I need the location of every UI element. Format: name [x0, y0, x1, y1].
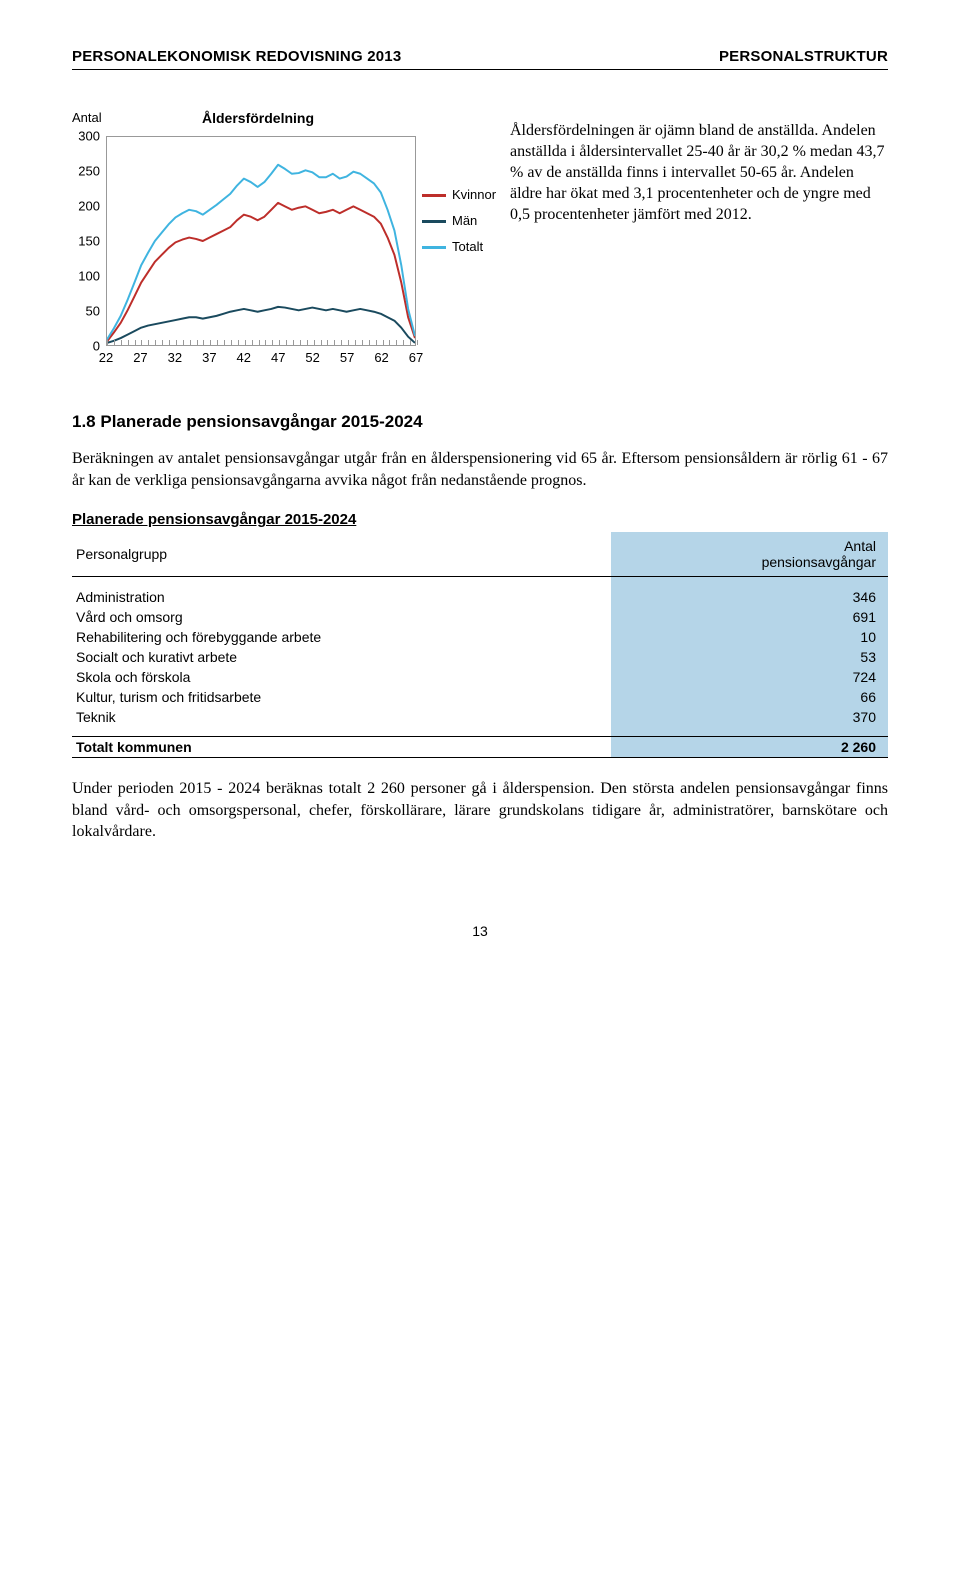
legend-swatch-man [422, 220, 446, 223]
legend-item-man: Män [422, 208, 496, 234]
legend-item-kvinnor: Kvinnor [422, 182, 496, 208]
legend-item-totalt: Totalt [422, 234, 496, 260]
table-col-value: Antal pensionsavgångar [611, 532, 888, 577]
table-total-value: 2 260 [611, 737, 888, 758]
x-tick-label: 67 [409, 350, 423, 365]
legend-label-man: Män [452, 208, 477, 234]
table-cell-label: Skola och förskola [72, 667, 611, 687]
section-heading: 1.8 Planerade pensionsavgångar 2015-2024 [72, 412, 888, 432]
table-row: Rehabilitering och förebyggande arbete10 [72, 627, 888, 647]
table-row: Skola och förskola724 [72, 667, 888, 687]
y-tick-label: 250 [78, 164, 100, 179]
x-tick-label: 62 [374, 350, 388, 365]
legend-swatch-kvinnor [422, 194, 446, 197]
table-col-value-line2: pensionsavgångar [762, 554, 876, 570]
series-totalt [107, 165, 415, 340]
x-tick-label: 27 [133, 350, 147, 365]
table-row: Administration346 [72, 587, 888, 607]
table-total-row: Totalt kommunen2 260 [72, 737, 888, 758]
header-left: PERSONALEKONOMISK REDOVISNING 2013 [72, 48, 401, 65]
table-cell-label: Kultur, turism och fritidsarbete [72, 687, 611, 707]
series-män [107, 307, 415, 343]
x-tick-label: 47 [271, 350, 285, 365]
table-cell-value: 346 [611, 587, 888, 607]
x-tick-label: 37 [202, 350, 216, 365]
chart-title: Åldersfördelning [202, 110, 314, 126]
table-cell-value: 691 [611, 607, 888, 627]
legend-label-kvinnor: Kvinnor [452, 182, 496, 208]
table-cell-label: Teknik [72, 707, 611, 727]
table-cell-value: 370 [611, 707, 888, 727]
table-cell-label: Vård och omsorg [72, 607, 611, 627]
table-row: Kultur, turism och fritidsarbete66 [72, 687, 888, 707]
x-tick-label: 32 [168, 350, 182, 365]
chart-y-axis-label: Antal [72, 110, 102, 125]
table-cell-label: Socialt och kurativt arbete [72, 647, 611, 667]
chart-y-ticks: 050100150200250300 [72, 136, 106, 346]
table-cell-value: 53 [611, 647, 888, 667]
page-number: 13 [72, 923, 888, 939]
table-col-label: Personalgrupp [72, 532, 611, 577]
chart-area: 050100150200250300 22273237424752576267 [72, 136, 492, 384]
page-header: PERSONALEKONOMISK REDOVISNING 2013 PERSO… [72, 48, 888, 70]
table-cell-value: 10 [611, 627, 888, 647]
y-tick-label: 300 [78, 129, 100, 144]
chart-plot [106, 136, 416, 346]
table-title: Planerade pensionsavgångar 2015-2024 [72, 511, 888, 528]
x-tick-label: 22 [99, 350, 113, 365]
x-tick-label: 52 [305, 350, 319, 365]
x-tick-label: 57 [340, 350, 354, 365]
legend-label-totalt: Totalt [452, 234, 483, 260]
table-total-label: Totalt kommunen [72, 737, 611, 758]
side-paragraph: Åldersfördelningen är ojämn bland de ans… [510, 114, 888, 384]
header-right: PERSONALSTRUKTUR [719, 48, 888, 65]
paragraph-2: Under perioden 2015 - 2024 beräknas tota… [72, 778, 888, 843]
table-row: Socialt och kurativt arbete53 [72, 647, 888, 667]
table-row: Vård och omsorg691 [72, 607, 888, 627]
legend-swatch-totalt [422, 246, 446, 249]
chart-x-tick-marks [107, 340, 415, 345]
table-cell-label: Administration [72, 587, 611, 607]
pension-table: Personalgrupp Antal pensionsavgångar Adm… [72, 532, 888, 758]
y-tick-label: 200 [78, 199, 100, 214]
table-cell-value: 66 [611, 687, 888, 707]
chart-and-text-row: Antal Åldersfördelning 05010015020025030… [72, 114, 888, 384]
chart-x-ticks: 22273237424752576267 [106, 350, 416, 370]
table-cell-label: Rehabilitering och förebyggande arbete [72, 627, 611, 647]
x-tick-label: 42 [237, 350, 251, 365]
y-tick-label: 100 [78, 269, 100, 284]
chart-column: Antal Åldersfördelning 05010015020025030… [72, 114, 492, 384]
y-tick-label: 50 [86, 304, 100, 319]
series-kvinnor [107, 203, 415, 342]
y-tick-label: 150 [78, 234, 100, 249]
paragraph-1: Beräkningen av antalet pensionsavgångar … [72, 448, 888, 491]
table-cell-value: 724 [611, 667, 888, 687]
table-row: Teknik370 [72, 707, 888, 727]
table-col-value-line1: Antal [844, 538, 876, 554]
chart-legend: Kvinnor Män Totalt [422, 182, 496, 260]
